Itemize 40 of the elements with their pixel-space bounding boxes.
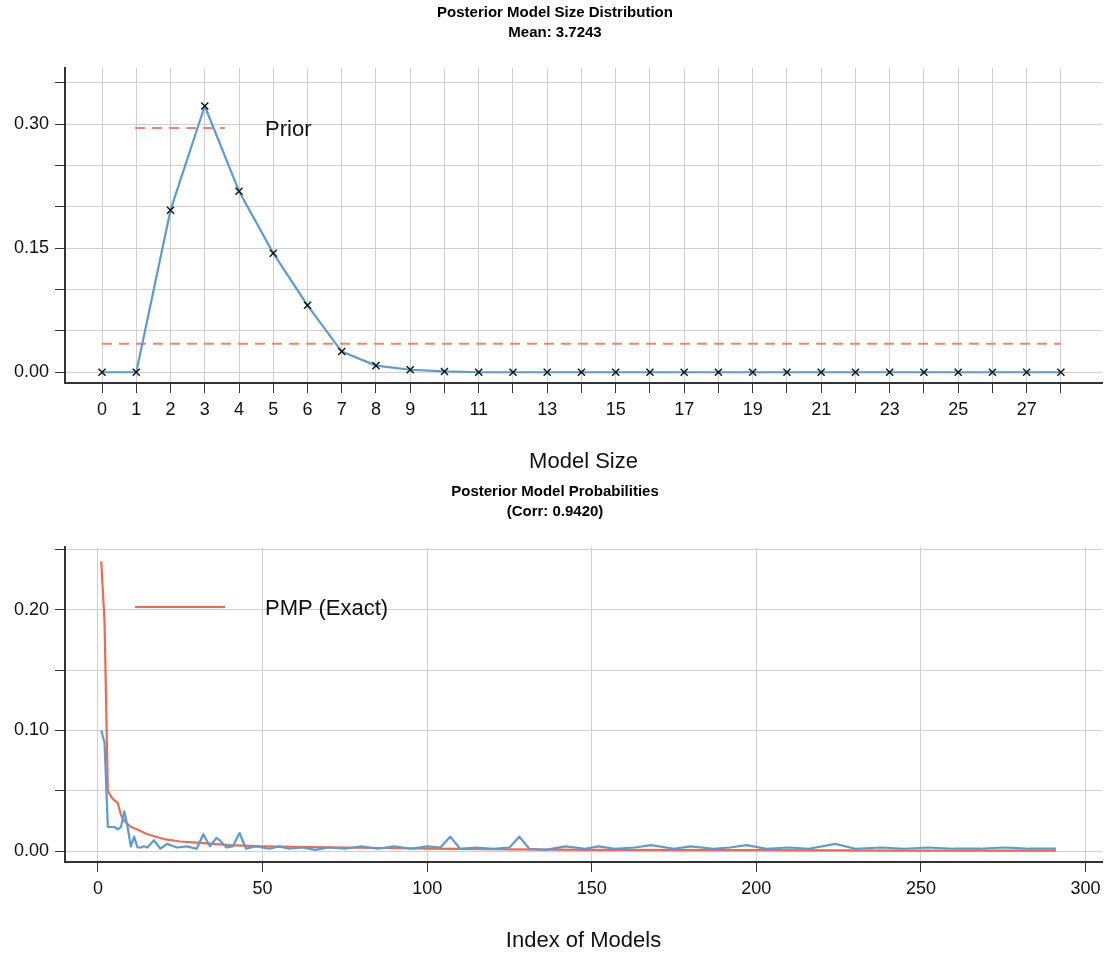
x-tick-label: 150 xyxy=(576,877,607,898)
x-axis-title: Model Size xyxy=(529,447,638,473)
y-tick-label: 0.00 xyxy=(13,840,50,861)
x-tick-label: 9 xyxy=(405,398,416,419)
x-tick-label: 3 xyxy=(199,398,210,419)
x-tick-label: 250 xyxy=(905,877,936,898)
x-tick-label: 1 xyxy=(131,398,142,419)
x-tick-label: 13 xyxy=(537,398,558,419)
x-tick-label: 17 xyxy=(674,398,695,419)
x-tick-label: 0 xyxy=(92,877,103,898)
x-tick-label: 7 xyxy=(336,398,347,419)
legend-label: Prior xyxy=(265,116,312,142)
y-tick-label: 0.10 xyxy=(13,719,50,740)
y-tick-label: 0.20 xyxy=(13,598,50,619)
chart-subtitle: Mean: 3.7243 xyxy=(508,23,602,41)
x-tick-label: 0 xyxy=(97,398,108,419)
x-tick-label: 6 xyxy=(302,398,313,419)
y-tick-label: 0.30 xyxy=(13,113,50,134)
chart-title: Posterior Model Size Distribution xyxy=(437,3,673,21)
chart-subtitle: (Corr: 0.9420) xyxy=(506,502,604,520)
legend-label: PMP (Exact) xyxy=(265,595,389,621)
x-tick-label: 2 xyxy=(165,398,176,419)
x-tick-label: 300 xyxy=(1070,877,1101,898)
x-tick-label: 23 xyxy=(879,398,900,419)
x-tick-label: 200 xyxy=(741,877,772,898)
x-tick-label: 5 xyxy=(268,398,279,419)
x-tick-label: 11 xyxy=(469,398,489,419)
y-tick-label: 0.15 xyxy=(13,237,50,258)
x-tick-label: 27 xyxy=(1016,398,1037,419)
x-tick-label: 4 xyxy=(233,398,245,419)
x-tick-label: 50 xyxy=(252,877,273,898)
x-tick-label: 8 xyxy=(370,398,381,419)
x-tick-label: 25 xyxy=(948,398,969,419)
x-axis-title: Index of Models xyxy=(505,926,662,952)
y-tick-label: 0.00 xyxy=(13,361,50,382)
x-tick-label: 21 xyxy=(811,398,832,419)
x-tick-label: 19 xyxy=(742,398,763,419)
x-tick-label: 100 xyxy=(412,877,443,898)
x-tick-label: 15 xyxy=(605,398,626,419)
chart-title: Posterior Model Probabilities xyxy=(451,482,659,500)
